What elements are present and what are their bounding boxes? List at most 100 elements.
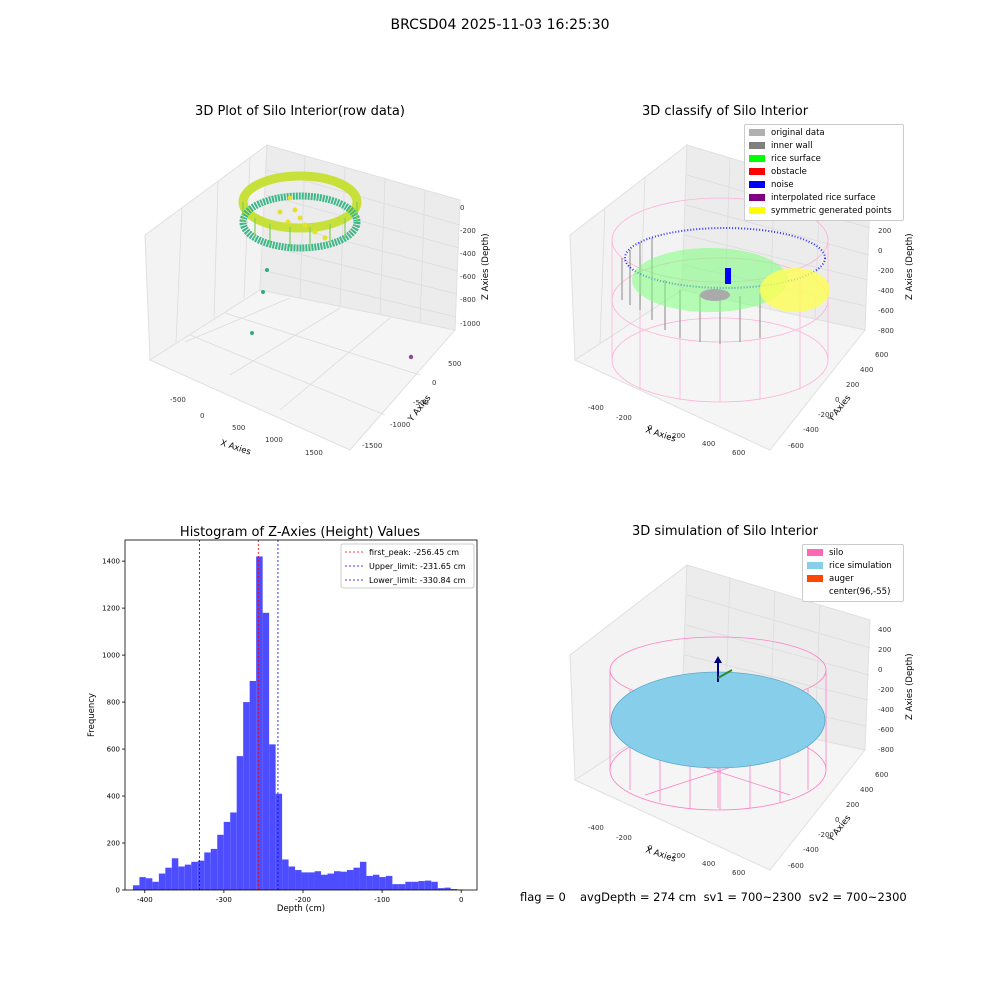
raw-ztick: -1000 xyxy=(460,320,480,328)
legend-label: noise xyxy=(771,180,794,190)
simulation-xlabel: X Axies xyxy=(644,845,677,864)
legend-label: Lower_limit: -330.84 cm xyxy=(369,576,466,585)
histogram-bar xyxy=(405,881,412,890)
histogram-x-tick-label: -300 xyxy=(216,896,232,904)
raw-plot-title: 3D Plot of Silo Interior(row data) xyxy=(195,104,405,119)
histogram-bar xyxy=(132,885,140,890)
simulation-ytick: 200 xyxy=(846,801,859,809)
simulation-ztick: 400 xyxy=(878,626,891,634)
simulation-rice-surface xyxy=(610,671,826,769)
classify-ztick: 0 xyxy=(878,247,882,255)
classify-xtick: 0 xyxy=(648,424,652,432)
simulation-ztick: -800 xyxy=(878,746,894,754)
histogram-bar xyxy=(178,866,185,890)
legend-entry: silo xyxy=(807,547,899,560)
legend-label: original data xyxy=(771,128,825,138)
legend-swatch xyxy=(749,168,765,175)
histogram-bar xyxy=(262,612,270,890)
histogram-bar xyxy=(424,880,432,890)
raw-xtick: 500 xyxy=(232,424,245,432)
raw-zlabel: Z Axies (Depth) xyxy=(481,233,491,300)
classify-xtick: 600 xyxy=(732,449,745,457)
legend-swatch xyxy=(807,549,823,556)
classify-ytick: 200 xyxy=(846,381,859,389)
status-flag: flag = 0 xyxy=(520,890,566,904)
legend-entry: obstacle xyxy=(749,166,899,179)
classify-ztick: -600 xyxy=(878,307,894,315)
simulation-ytick: -200 xyxy=(818,831,834,839)
histogram-bar xyxy=(411,881,419,890)
raw-ytick: 0 xyxy=(432,379,436,387)
histogram-y-tick-label: 400 xyxy=(107,793,120,801)
legend-label: obstacle xyxy=(771,167,807,177)
histogram-bar xyxy=(346,870,354,890)
histogram-axes-frame xyxy=(124,539,478,891)
legend-entry: noise xyxy=(749,179,899,192)
histogram-bar xyxy=(385,875,393,890)
histogram-bar xyxy=(333,871,341,890)
simulation-ztick: -200 xyxy=(878,686,894,694)
histogram-x-tick-label: 0 xyxy=(459,896,463,904)
simulation-ytick: 600 xyxy=(875,771,888,779)
histogram-y-tick-label: 600 xyxy=(107,746,120,754)
legend-label: symmetric generated points xyxy=(771,206,892,216)
classify-ylabel: Y Axies xyxy=(826,393,854,425)
simulation-legend: silo rice simulation auger center(96,-55… xyxy=(802,544,904,602)
legend-swatch xyxy=(749,194,765,201)
histogram-bar xyxy=(184,864,192,890)
histogram-bar xyxy=(171,858,179,890)
classify-ztick: -200 xyxy=(878,267,894,275)
histogram-bar xyxy=(269,744,276,890)
histogram-bar xyxy=(288,866,296,890)
histogram-bar xyxy=(204,852,211,890)
legend-entry: inner wall xyxy=(749,140,899,153)
histogram-chart: Histogram of Z-Axies (Height) Values -40… xyxy=(87,525,478,914)
simulation-ztick: -600 xyxy=(878,726,894,734)
histogram-bar xyxy=(139,877,146,890)
legend-entry: original data xyxy=(749,127,899,140)
legend-label: first_peak: -256.45 cm xyxy=(369,548,459,557)
histogram-bar xyxy=(353,867,360,890)
classify-ytick: 400 xyxy=(860,366,873,374)
raw-xtick: -500 xyxy=(170,396,186,404)
histogram-bar xyxy=(418,881,425,890)
simulation-zlabel: Z Axies (Depth) xyxy=(905,653,915,720)
histogram-x-ticks: -400 -300 -200 -100 0 xyxy=(137,890,463,904)
simulation-xtick: -400 xyxy=(588,824,604,832)
simulation-ztick: 0 xyxy=(878,666,882,674)
legend-label: rice surface xyxy=(771,154,821,164)
simulation-ytick: 0 xyxy=(835,816,839,824)
simulation-ztick: -400 xyxy=(878,706,894,714)
classify-xtick: -400 xyxy=(588,404,604,412)
legend-label: Upper_limit: -231.65 cm xyxy=(369,562,466,571)
classify-ytick: -200 xyxy=(818,411,834,419)
histogram-bar xyxy=(217,834,224,890)
histogram-bar xyxy=(197,860,205,890)
auger-arrow-icon xyxy=(714,656,722,663)
simulation-ytick: -400 xyxy=(803,846,819,854)
classify-xtick: 200 xyxy=(672,432,685,440)
legend-label: rice simulation xyxy=(829,561,892,571)
simulation-xtick: 400 xyxy=(702,860,715,868)
histogram-bar xyxy=(327,873,334,890)
histogram-bar xyxy=(321,874,328,890)
histogram-bar xyxy=(145,878,153,890)
histogram-bar xyxy=(230,812,237,890)
raw-ztick: -600 xyxy=(460,273,476,281)
classify-plot-title: 3D classify of Silo Interior xyxy=(641,104,809,119)
legend-label: interpolated rice surface xyxy=(771,193,876,203)
histogram-title: Histogram of Z-Axies (Height) Values xyxy=(180,525,420,540)
legend-entry: rice simulation xyxy=(807,560,899,573)
legend-label: auger xyxy=(829,574,854,584)
classify-xtick: 400 xyxy=(702,440,715,448)
classify-legend: original data inner wall rice surface ob… xyxy=(744,124,904,221)
simulation-xtick: 600 xyxy=(732,869,745,877)
histogram-x-tick-label: -400 xyxy=(137,896,153,904)
raw-xtick: 0 xyxy=(200,412,204,420)
legend-swatch xyxy=(807,562,823,569)
legend-entry: auger xyxy=(807,573,899,586)
raw-ztick: -200 xyxy=(460,227,476,235)
legend-swatch xyxy=(807,575,823,582)
histogram-bar xyxy=(275,793,283,890)
raw-ytick: 500 xyxy=(448,360,461,368)
